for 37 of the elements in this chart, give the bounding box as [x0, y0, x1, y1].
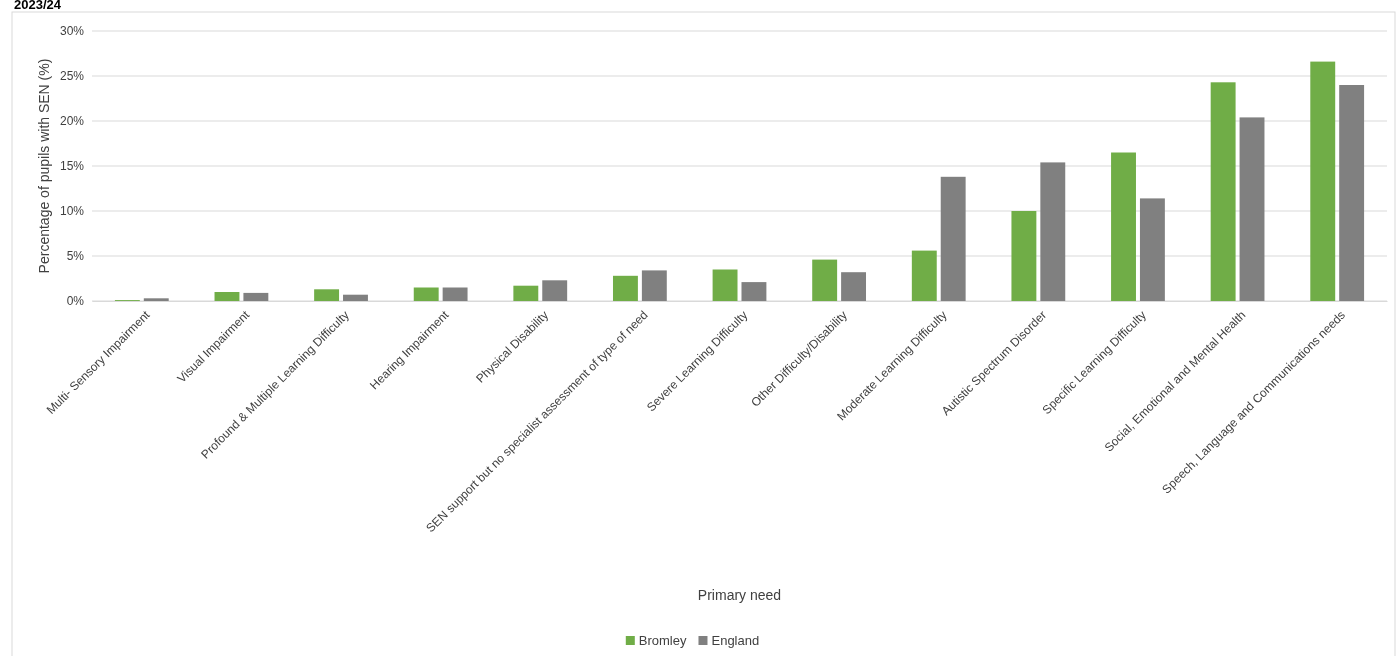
y-tick-label: 0%	[66, 294, 85, 309]
y-tick-label: 5%	[66, 249, 85, 264]
y-tick-label: 25%	[59, 69, 85, 84]
bar	[1040, 162, 1066, 301]
bar	[413, 287, 439, 301]
bar	[641, 270, 667, 301]
bar	[1339, 85, 1365, 301]
bar	[314, 289, 340, 301]
bar	[214, 292, 240, 301]
bar	[1011, 211, 1037, 301]
bar	[812, 259, 838, 301]
chart-title: 2023/24	[14, 0, 62, 12]
legend-label: England	[711, 633, 760, 648]
bar	[1111, 152, 1136, 301]
y-tick-label: 15%	[59, 159, 85, 174]
bar	[612, 275, 638, 301]
bar	[1139, 198, 1165, 301]
bar	[841, 272, 867, 301]
legend-label: Bromley	[638, 633, 687, 648]
bar	[741, 282, 767, 301]
bar	[1210, 82, 1236, 301]
bar	[143, 298, 169, 301]
bar	[542, 280, 568, 301]
y-axis-title: Percentage of pupils with SEN (%)	[36, 58, 52, 274]
y-tick-label: 20%	[59, 114, 85, 129]
bar	[243, 292, 269, 301]
bar	[442, 287, 468, 301]
bar	[940, 176, 966, 301]
bar	[712, 269, 738, 301]
bar	[1239, 117, 1265, 301]
bar	[513, 285, 539, 301]
y-tick-label: 10%	[59, 204, 85, 219]
bar	[911, 250, 937, 301]
bar	[343, 294, 368, 301]
y-tick-label: 30%	[59, 24, 85, 39]
bar	[1310, 61, 1336, 301]
x-axis-title: Primary need	[697, 587, 782, 603]
